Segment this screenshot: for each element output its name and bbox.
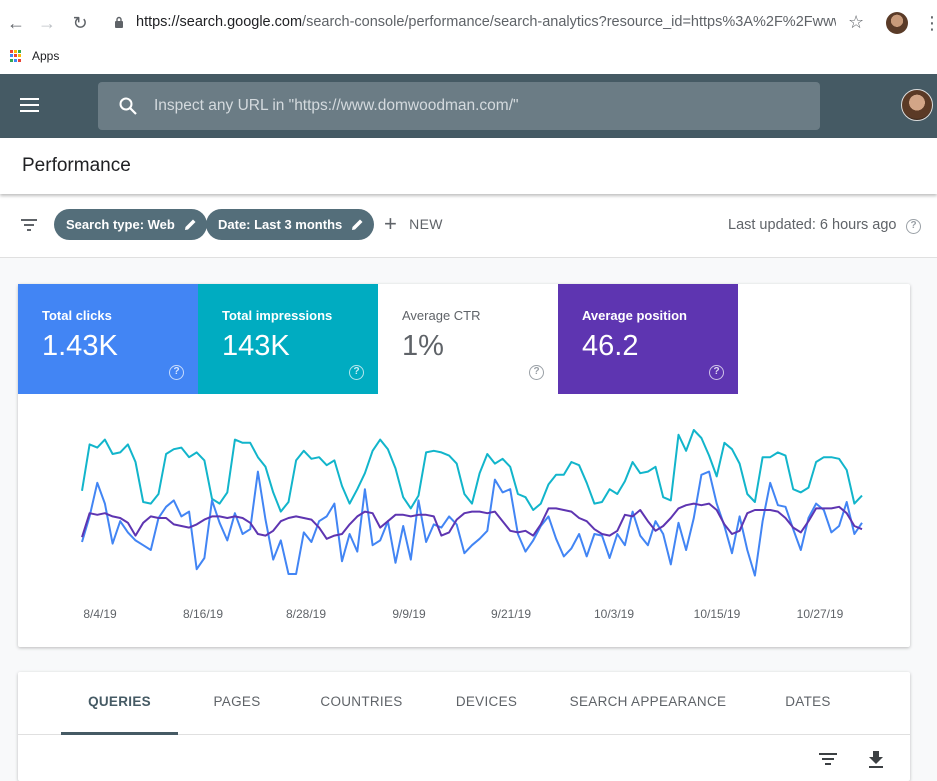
new-filter-button[interactable]: + NEW bbox=[384, 211, 443, 236]
profile-avatar[interactable] bbox=[886, 12, 908, 34]
x-tick-label: 10/27/19 bbox=[797, 607, 844, 621]
table-filter-icon[interactable] bbox=[819, 750, 837, 768]
bookmark-star-icon[interactable]: ☆ bbox=[848, 12, 865, 32]
metric-tile[interactable]: Average CTR 1%? bbox=[378, 284, 558, 394]
x-tick-label: 9/21/19 bbox=[491, 607, 531, 621]
url-inspection-search[interactable] bbox=[98, 82, 820, 130]
help-icon[interactable]: ? bbox=[169, 365, 184, 380]
edit-pencil-icon bbox=[352, 219, 363, 230]
metric-tile[interactable]: Total impressions 143K? bbox=[198, 284, 378, 394]
apps-bookmark[interactable]: Apps bbox=[32, 49, 60, 63]
search-type-filter-chip[interactable]: Search type: Web bbox=[54, 209, 207, 240]
performance-line-chart[interactable]: 8/4/19 8/16/19 8/28/19 9/9/19 9/21/19 10/3/19… bbox=[18, 394, 910, 647]
app-header bbox=[0, 74, 937, 138]
plus-icon: + bbox=[384, 211, 398, 236]
metric-label: Total clicks bbox=[42, 308, 112, 323]
metric-label: Average position bbox=[582, 308, 687, 323]
back-arrow-icon[interactable]: ← bbox=[7, 13, 25, 33]
address-bar[interactable]: https://search.google.com/search-console… bbox=[136, 14, 836, 30]
new-filter-label: NEW bbox=[409, 216, 443, 232]
tab-pages[interactable]: PAGES bbox=[213, 694, 261, 709]
tab-search-appearance[interactable]: SEARCH APPEARANCE bbox=[569, 694, 727, 709]
bookmarks-bar: Apps bbox=[10, 47, 59, 65]
reload-icon[interactable]: ↻ bbox=[72, 13, 88, 33]
date-filter-chip[interactable]: Date: Last 3 months bbox=[206, 209, 375, 240]
help-icon[interactable]: ? bbox=[709, 365, 724, 380]
metric-tile[interactable]: Average position 46.2? bbox=[558, 284, 738, 394]
page-header: Performance bbox=[0, 138, 937, 194]
help-icon[interactable]: ? bbox=[349, 365, 364, 380]
metric-value: 1.43K bbox=[42, 330, 118, 362]
x-tick-label: 9/9/19 bbox=[392, 607, 426, 621]
search-type-label: Search type: Web bbox=[66, 217, 175, 232]
tab-dates[interactable]: DATES bbox=[785, 694, 831, 709]
search-icon bbox=[119, 97, 137, 115]
account-avatar[interactable] bbox=[901, 89, 933, 121]
report-tabs: QUERIES PAGES COUNTRIES DEVICES SEARCH APPEA… bbox=[18, 672, 910, 735]
filter-bar: Search type: Web Date: Last 3 months + N… bbox=[0, 194, 937, 258]
series-line-average-position bbox=[81, 502, 863, 540]
x-tick-label: 10/3/19 bbox=[594, 607, 634, 621]
report-table-card: QUERIES PAGES COUNTRIES DEVICES SEARCH APPEA… bbox=[18, 672, 910, 781]
filter-icon[interactable] bbox=[21, 219, 37, 231]
search-input[interactable] bbox=[154, 82, 794, 130]
last-updated-text: Last updated: 6 hours ago bbox=[728, 217, 897, 233]
browser-menu-icon[interactable]: ⋮ bbox=[923, 13, 937, 33]
metric-value: 1% bbox=[402, 330, 444, 362]
page-title: Performance bbox=[22, 155, 131, 176]
forward-arrow-icon[interactable]: → bbox=[38, 13, 56, 33]
series-line-total-impressions bbox=[81, 429, 863, 513]
apps-grid-icon bbox=[10, 50, 22, 62]
lock-icon bbox=[115, 16, 123, 28]
tab-countries[interactable]: COUNTRIES bbox=[320, 694, 403, 709]
tab-queries[interactable]: QUERIES bbox=[61, 672, 178, 735]
page-content: Search type: Web Date: Last 3 months + N… bbox=[0, 194, 937, 781]
metric-label: Average CTR bbox=[402, 308, 481, 323]
series-line-total-clicks bbox=[81, 470, 863, 577]
x-tick-label: 8/16/19 bbox=[183, 607, 223, 621]
x-tick-label: 8/4/19 bbox=[83, 607, 117, 621]
url-path: /search-console/performance/search-analy… bbox=[302, 14, 836, 30]
browser-chrome: ← → ↻ https://search.google.com/search-c… bbox=[0, 0, 937, 74]
menu-icon[interactable] bbox=[20, 98, 39, 112]
metric-value: 143K bbox=[222, 330, 290, 362]
metric-value: 46.2 bbox=[582, 330, 639, 362]
metric-label: Total impressions bbox=[222, 308, 333, 323]
help-icon[interactable]: ? bbox=[906, 219, 921, 234]
url-host: https://search.google.com bbox=[136, 14, 303, 30]
tab-devices[interactable]: DEVICES bbox=[455, 694, 518, 709]
x-tick-label: 10/15/19 bbox=[694, 607, 741, 621]
performance-chart-card: Total clicks 1.43K? Total impressions 143K?… bbox=[18, 284, 910, 647]
download-icon[interactable] bbox=[867, 750, 885, 768]
x-tick-label: 8/28/19 bbox=[286, 607, 326, 621]
edit-pencil-icon bbox=[184, 219, 196, 230]
metric-tile[interactable]: Total clicks 1.43K? bbox=[18, 284, 198, 394]
help-icon[interactable]: ? bbox=[529, 365, 544, 380]
date-label: Date: Last 3 months bbox=[218, 217, 343, 232]
